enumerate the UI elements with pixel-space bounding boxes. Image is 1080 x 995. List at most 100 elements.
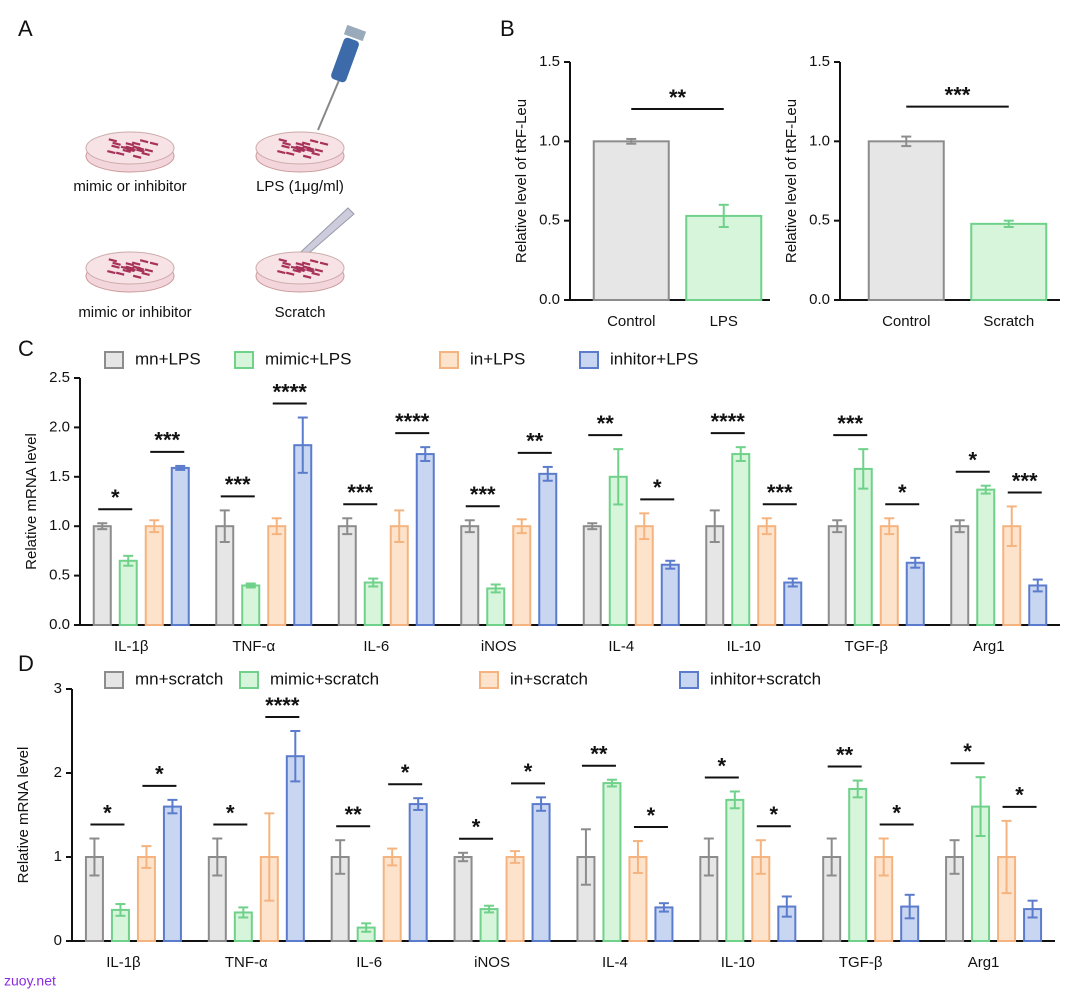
bar	[363, 581, 383, 626]
cell	[306, 268, 315, 273]
x-tick-label: Arg1	[973, 638, 1005, 655]
significance-label: *	[472, 815, 481, 840]
significance-label: ***	[225, 472, 251, 497]
error-bar	[245, 582, 256, 589]
x-tick-label: TGF-β	[844, 638, 888, 655]
error-bar	[904, 893, 915, 920]
cell	[278, 258, 288, 263]
cell	[319, 261, 329, 266]
legend-label: inhitor+LPS	[610, 349, 698, 368]
bar	[783, 581, 803, 626]
panel-label: C	[18, 336, 34, 361]
significance-label: **	[597, 411, 615, 436]
bar	[685, 214, 763, 301]
cell	[302, 274, 312, 279]
cell	[132, 265, 141, 270]
cell	[302, 265, 311, 270]
panel-label: B	[500, 16, 515, 41]
error-bar	[123, 554, 134, 567]
error-bar	[536, 796, 547, 812]
x-tick-label: IL-6	[356, 954, 382, 971]
error-bar	[639, 512, 650, 541]
error-bar	[1032, 578, 1043, 593]
cell	[281, 144, 290, 149]
cell	[144, 268, 154, 273]
significance-label: *	[1015, 783, 1024, 808]
bar	[512, 525, 532, 627]
significance-label: *	[401, 760, 410, 785]
bar	[285, 755, 305, 943]
cell	[149, 261, 159, 266]
error-bar	[368, 577, 379, 588]
cell	[309, 259, 319, 264]
significance-label: *	[968, 448, 977, 473]
bar	[853, 467, 873, 626]
error-bar	[297, 416, 308, 474]
error-bar	[510, 850, 521, 864]
x-tick-label: Control	[882, 313, 930, 330]
cell	[311, 271, 320, 276]
cell	[281, 264, 290, 269]
y-tick-label: 0.5	[539, 212, 560, 229]
y-axis-label: Relative mRNA level	[23, 433, 40, 570]
significance-label: *	[770, 802, 779, 827]
cell	[292, 268, 302, 274]
significance-label: *	[111, 485, 120, 510]
error-bar	[884, 517, 895, 536]
bar	[757, 525, 777, 627]
bar	[479, 908, 499, 943]
significance-label: ****	[711, 409, 746, 434]
cell	[285, 271, 295, 276]
error-bar	[149, 519, 160, 534]
legend-label: in+scratch	[510, 669, 588, 688]
bar	[725, 798, 745, 942]
bar	[879, 525, 899, 627]
cell	[278, 138, 288, 143]
error-bar	[606, 778, 617, 788]
cell	[309, 139, 319, 144]
error-bar	[587, 522, 598, 531]
y-tick-label: 1.0	[49, 517, 70, 534]
error-bar	[826, 837, 837, 877]
cell	[282, 141, 291, 146]
bar	[118, 559, 138, 627]
bar	[144, 525, 164, 627]
significance-label: *	[647, 803, 656, 828]
cell	[126, 268, 135, 273]
diagram-label: mimic or inhibitor	[73, 178, 186, 195]
bar	[408, 803, 428, 943]
bar	[950, 525, 970, 627]
error-bar	[219, 509, 230, 544]
cell	[141, 271, 150, 276]
y-tick-label: 1.0	[539, 132, 560, 149]
error-bar	[89, 837, 100, 877]
x-tick-label: IL-1β	[114, 638, 149, 655]
error-bar	[658, 902, 669, 913]
significance-label: ***	[154, 428, 180, 453]
error-bar	[115, 903, 126, 917]
significance-label: *	[718, 753, 727, 778]
x-tick-label: LPS	[710, 313, 738, 330]
significance-label: ****	[273, 379, 308, 404]
error-bar	[484, 904, 495, 914]
legend-swatch	[239, 671, 259, 689]
y-tick-label: 0.5	[809, 212, 830, 229]
x-tick-label: IL-10	[727, 638, 761, 655]
cell	[131, 141, 141, 146]
error-bar	[175, 464, 186, 471]
cell	[306, 148, 315, 153]
cell	[295, 142, 305, 147]
error-bar	[729, 790, 740, 810]
error-bar	[335, 839, 346, 875]
legend-label: inhitor+scratch	[710, 669, 821, 688]
significance-label: **	[590, 742, 608, 767]
cell	[107, 150, 116, 155]
error-bar	[703, 837, 714, 877]
significance-label: **	[836, 742, 854, 767]
bar	[505, 856, 525, 942]
bar	[867, 140, 945, 301]
bar	[731, 453, 751, 626]
cell	[132, 154, 142, 159]
cell	[302, 145, 311, 150]
cell	[277, 150, 286, 155]
